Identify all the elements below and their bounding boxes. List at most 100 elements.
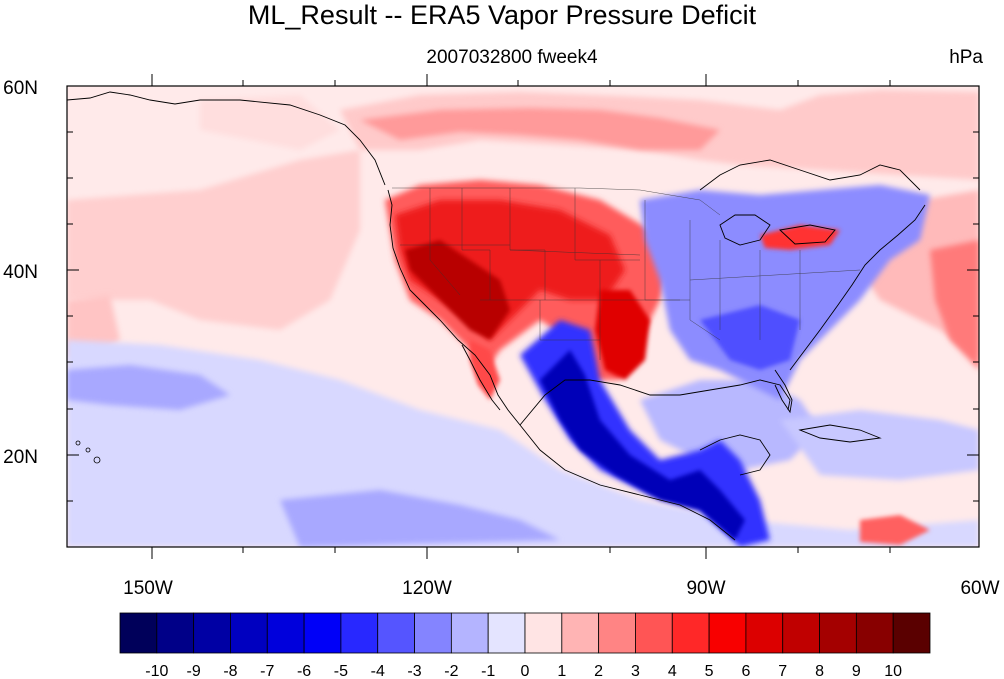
alaska-coast-line: [67, 91, 386, 186]
state-line-7: [689, 220, 861, 341]
colorbar-box: [340, 612, 379, 654]
colorbar-box: [119, 612, 158, 654]
colorbar-labels: -10 -9 -8 -7 -6 -5 -4 -3 -2 -1 0 1 2 3 4 5 6 7 8 9 10: [145, 663, 902, 679]
figure-title: ML_Result -- ERA5 Vapor Pressure Deficit: [248, 0, 757, 30]
gulf-coast-line: [519, 379, 791, 426]
colorbar-box: [782, 612, 820, 654]
colorbar-tick-label: 10: [884, 663, 902, 679]
colorbar-tick-label: 8: [815, 663, 824, 679]
lat-label-40n: 40N: [3, 262, 38, 283]
lon-label-90w: 90W: [686, 578, 725, 599]
tropical-blue-mid: [67, 365, 230, 410]
east-caribbean-red: [860, 515, 930, 545]
lat-label-60n: 60N: [3, 78, 38, 99]
colorbar-tick-label: -1: [481, 663, 495, 679]
colorbar: [119, 612, 931, 654]
tropical-blue-field: [67, 340, 979, 547]
lon-label-150w: 150W: [123, 578, 173, 599]
canada-hudson-line: [699, 159, 921, 191]
colorbar-box: [487, 612, 526, 654]
colorbar-box: [266, 612, 305, 654]
yucatan-line: [699, 434, 771, 476]
tropical-blue-mid-2: [280, 490, 560, 547]
lon-label-60w: 60W: [960, 578, 999, 599]
colorbar-tick-label: -8: [223, 663, 237, 679]
lat-ticks-left: [67, 85, 79, 502]
colorbar-box: [193, 612, 231, 654]
lon-ticks-top: [151, 74, 891, 86]
colorbar-box: [561, 612, 600, 654]
caribbean-blue: [780, 410, 979, 480]
colorbar-box: [671, 612, 710, 654]
colorbar-box: [598, 612, 636, 654]
units-label: hPa: [949, 47, 983, 68]
pacific-pink-field: [67, 150, 360, 330]
colorbar-box: [524, 612, 563, 654]
colorbar-box: [156, 612, 195, 654]
colorbar-tick-label: -4: [371, 663, 385, 679]
colorbar-tick-label: -9: [187, 663, 201, 679]
colorbar-tick-label: -5: [334, 663, 348, 679]
cuba-line: [798, 424, 882, 443]
great-lakes-line: [719, 214, 836, 246]
colorbar-box: [745, 612, 784, 654]
west-coast-line: [387, 189, 736, 541]
colorbar-box: [819, 612, 857, 654]
mexico-blue-core: [540, 350, 745, 540]
colorbar-tick-label: 2: [594, 663, 603, 679]
colorbar-tick-label: 7: [778, 663, 787, 679]
axis-ticks: [67, 74, 979, 559]
texas-red-core: [595, 290, 650, 380]
baja-red: [470, 340, 500, 400]
state-line-8: [539, 300, 601, 360]
colorbar-tick-label: 4: [668, 663, 677, 679]
colorbar-tick-label: 3: [631, 663, 640, 679]
map-plot-area: [67, 86, 979, 547]
state-boundaries: [392, 187, 861, 360]
state-line-3: [509, 188, 546, 300]
gulf-blue-field: [640, 380, 820, 470]
colorbar-box: [892, 612, 931, 654]
colorbar-box: [635, 612, 673, 654]
colorbar-box: [230, 612, 268, 654]
canada-red-band: [360, 108, 720, 150]
baja-line: [461, 344, 501, 411]
hawaii-island-1: [75, 440, 81, 446]
hawaii-islands: [75, 440, 101, 464]
figure-subtitle: 2007032800 fweek4: [426, 47, 598, 68]
us-canada-border: [392, 187, 721, 216]
state-line-4: [574, 188, 601, 300]
colorbar-box: [377, 612, 415, 654]
colorbar-tick-label: 9: [852, 663, 861, 679]
colorbar-box: [855, 612, 894, 654]
north-pacific-pink: [200, 95, 340, 150]
colorbar-tick-label: -2: [444, 663, 458, 679]
lon-label-120w: 120W: [402, 578, 452, 599]
colorbar-tick-label: 0: [521, 663, 530, 679]
lat-ticks-right: [967, 85, 979, 502]
colorbar-box: [303, 612, 342, 654]
east-coast-red: [930, 240, 979, 370]
colorbar-tick-label: 6: [741, 663, 750, 679]
hawaii-island-2: [85, 447, 91, 453]
eastern-us-blue: [640, 185, 930, 400]
hawaii-island-3: [93, 456, 101, 464]
colorbar-tick-label: -7: [260, 663, 274, 679]
colorbar-tick-label: -3: [407, 663, 421, 679]
colorbar-tick-label: -6: [297, 663, 311, 679]
state-line-2: [461, 188, 491, 300]
state-line-1: [429, 188, 461, 296]
colorbar-tick-label: 5: [705, 663, 714, 679]
eastern-us-blue-core: [700, 305, 800, 370]
western-us-red-core: [405, 240, 510, 340]
great-lakes-red: [760, 225, 840, 250]
lon-ticks-bottom: [151, 547, 891, 559]
east-coast-line: [789, 204, 926, 371]
colorbar-tick-label: 1: [557, 663, 566, 679]
coastlines: [67, 91, 926, 541]
lat-label-20n: 20N: [3, 447, 38, 468]
florida-line: [774, 369, 793, 414]
colorbar-box: [450, 612, 489, 654]
colorbar-tick-label: -10: [145, 663, 168, 679]
